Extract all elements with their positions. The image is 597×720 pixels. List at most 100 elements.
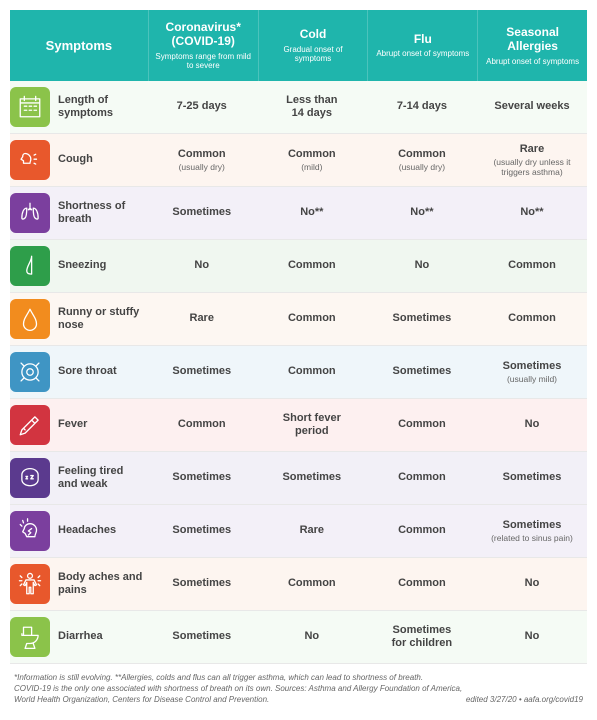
table-row: Fever CommonShort feverperiodCommon No	[10, 399, 587, 452]
value-cell: Rare	[147, 293, 257, 346]
table-row: Body aches and painsSometimesCommonCommo…	[10, 558, 587, 611]
cell-main-text: Common	[508, 312, 556, 325]
value-cell: No**	[257, 187, 367, 240]
footnote-line: COVID-19 is the only one associated with…	[14, 683, 583, 694]
value-cell: Sometimes	[147, 452, 257, 505]
cell-sub-text: (usually dry)	[179, 162, 225, 172]
cell-main-text: Common	[398, 524, 446, 537]
cell-main-text: Rare	[300, 524, 324, 537]
header-col-cold: Cold Gradual onset of symptoms	[259, 10, 369, 81]
header-symptoms-label: Symptoms	[46, 38, 112, 53]
cell-main-text: Less than	[286, 94, 337, 107]
value-cell: Several weeks	[477, 81, 587, 134]
cell-main-text: Several weeks	[494, 100, 569, 113]
cell-main-text: Sometimes	[393, 312, 452, 325]
cell-sub-text: (usually dry)	[399, 162, 445, 172]
value-cell: Sometimes	[147, 346, 257, 399]
symptom-label: Runny or stuffy nose	[58, 306, 143, 332]
symptom-cell: Shortness of breath	[10, 187, 147, 240]
cell-main-text: Common	[288, 365, 336, 378]
symptom-label: Feeling tired and weak	[58, 465, 143, 491]
header-title: Cold	[300, 27, 327, 41]
value-cell: Sometimes	[477, 452, 587, 505]
symptom-cell: Diarrhea	[10, 611, 147, 664]
cell-main-text: Sometimes	[393, 624, 452, 637]
footnote-line: *Information is still evolving. **Allerg…	[14, 672, 583, 683]
value-cell: Rare(usually dry unless it triggers asth…	[477, 134, 587, 187]
symptom-comparison-table: Symptoms Coronavirus* (COVID-19) Symptom…	[10, 10, 587, 710]
cell-main-text: Sometimes	[503, 471, 562, 484]
value-cell: No	[477, 558, 587, 611]
header-col-covid: Coronavirus* (COVID-19) Symptoms range f…	[149, 10, 259, 81]
value-cell: Sometimes	[147, 611, 257, 664]
value-cell: Common	[257, 346, 367, 399]
symptom-label: Cough	[58, 153, 93, 166]
value-cell: Common	[367, 452, 477, 505]
value-cell: 7-14 days	[367, 81, 477, 134]
table-row: Length of symptoms7-25 daysLess than14 d…	[10, 81, 587, 134]
symptom-label: Sore throat	[58, 365, 117, 378]
table-header-row: Symptoms Coronavirus* (COVID-19) Symptom…	[10, 10, 587, 81]
value-cell: Sometimes	[257, 452, 367, 505]
cell-main-text: Common	[508, 259, 556, 272]
cell-main-text: Sometimes	[172, 365, 231, 378]
value-cell: No	[367, 240, 477, 293]
cell-main-text: No**	[410, 206, 433, 219]
body-icon	[10, 564, 50, 604]
value-cell: Sometimes	[147, 505, 257, 558]
symptom-cell: Length of symptoms	[10, 81, 147, 134]
cell-main-text: Common	[178, 148, 226, 161]
symptom-cell: Headaches	[10, 505, 147, 558]
footnote-line: World Health Organization, Centers for D…	[14, 694, 269, 705]
value-cell: Common	[477, 240, 587, 293]
cell-main-text: Common	[398, 577, 446, 590]
header-sub: Abrupt onset of symptoms	[486, 57, 579, 67]
symptom-cell: Fever	[10, 399, 147, 452]
table-row: Sore throatSometimesCommonSometimesSomet…	[10, 346, 587, 399]
table-row: Shortness of breath Sometimes No** No** No**	[10, 187, 587, 240]
cell-main-text: No	[194, 259, 209, 272]
cell-main-text: No**	[520, 206, 543, 219]
symptom-cell: Runny or stuffy nose	[10, 293, 147, 346]
cell-main-text: Common	[398, 148, 446, 161]
value-cell: Common	[367, 558, 477, 611]
symptom-label: Fever	[58, 418, 87, 431]
symptom-cell: Feeling tired and weak	[10, 452, 147, 505]
value-cell: No**	[477, 187, 587, 240]
table-row: DiarrheaSometimesNoSometimesfor children…	[10, 611, 587, 664]
footnote-edit-info: edited 3/27/20 • aafa.org/covid19	[466, 694, 583, 705]
cell-main-text: Rare	[190, 312, 214, 325]
symptom-label: Headaches	[58, 524, 116, 537]
cell-main-text: Sometimes	[503, 360, 562, 373]
cell-main-text: No	[525, 418, 540, 431]
cell-sub-text: for children	[392, 637, 453, 650]
value-cell: Sometimes(usually mild)	[477, 346, 587, 399]
symptom-cell: Sneezing	[10, 240, 147, 293]
cell-main-text: Sometimes	[172, 630, 231, 643]
value-cell: Common	[477, 293, 587, 346]
cell-main-text: Sometimes	[503, 519, 562, 532]
value-cell: Less than14 days	[257, 81, 367, 134]
value-cell: Common	[257, 293, 367, 346]
cell-main-text: Common	[398, 471, 446, 484]
cell-sub-text: (mild)	[301, 162, 322, 172]
thermo-icon	[10, 405, 50, 445]
header-sub: Gradual onset of symptoms	[265, 45, 362, 64]
drop-icon	[10, 299, 50, 339]
cell-main-text: Sometimes	[172, 471, 231, 484]
value-cell: Common	[147, 399, 257, 452]
value-cell: No	[477, 399, 587, 452]
cough-icon	[10, 140, 50, 180]
cell-main-text: Sometimes	[172, 206, 231, 219]
value-cell: Common	[367, 399, 477, 452]
value-cell: Short feverperiod	[257, 399, 367, 452]
table-row: Feeling tired and weak Sometimes Sometimes…	[10, 452, 587, 505]
symptom-label: Sneezing	[58, 259, 106, 272]
symptom-label: Length of symptoms	[58, 94, 143, 120]
cell-sub-text: (usually mild)	[507, 374, 557, 384]
header-title: Seasonal Allergies	[484, 25, 581, 54]
header-sub: Abrupt onset of symptoms	[376, 49, 469, 59]
throat-icon	[10, 352, 50, 392]
cell-sub-text: (usually dry unless it triggers asthma)	[481, 157, 583, 177]
cell-main-text: No	[525, 630, 540, 643]
